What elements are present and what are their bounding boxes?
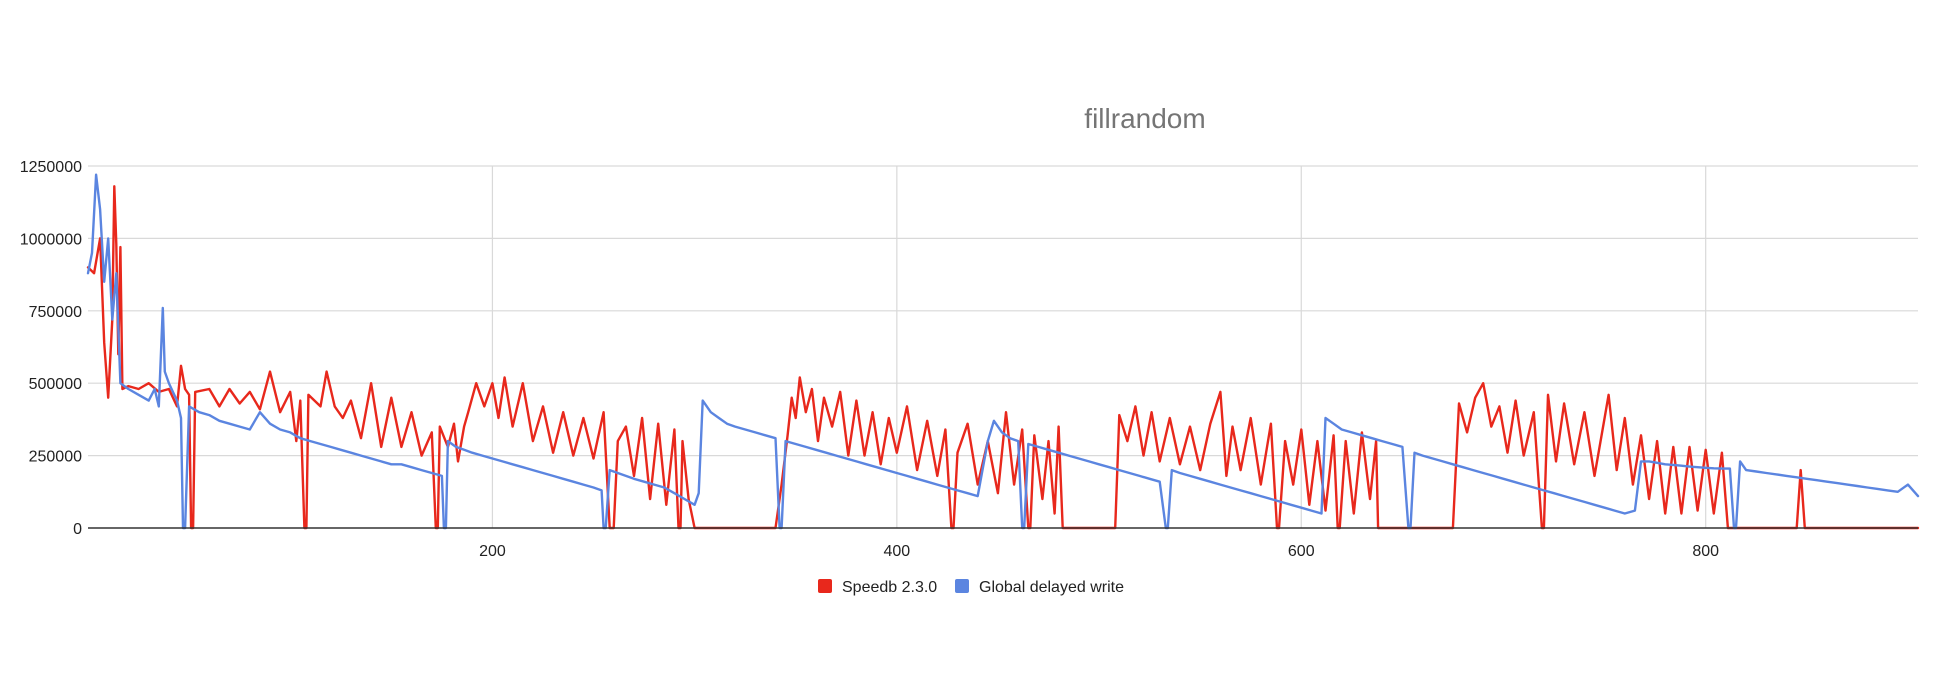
y-tick-label: 750000 <box>29 304 82 321</box>
x-tick-label: 200 <box>479 543 506 560</box>
legend-swatch <box>818 579 832 593</box>
series-line <box>86 185 1920 530</box>
legend: Speedb 2.3.0 Global delayed write <box>818 579 1124 596</box>
legend-swatch <box>955 579 969 593</box>
y-tick-label: 1250000 <box>20 159 82 176</box>
x-tick-label: 600 <box>1288 543 1315 560</box>
y-tick-label: 1000000 <box>20 231 82 248</box>
chart-title: fillrandom <box>1084 103 1205 134</box>
series-lines <box>86 173 1920 530</box>
x-tick-label: 800 <box>1692 543 1719 560</box>
grid <box>88 165 1918 528</box>
axes: 0 250000 500000 750000 1000000 1250000 200 400 6… <box>20 159 1918 560</box>
legend-label: Speedb 2.3.0 <box>842 579 937 596</box>
y-tick-label: 250000 <box>29 449 82 466</box>
y-tick-label: 0 <box>73 521 82 538</box>
series-line <box>86 173 1920 530</box>
y-tick-label: 500000 <box>29 376 82 393</box>
x-tick-label: 400 <box>883 543 910 560</box>
legend-label: Global delayed write <box>979 579 1124 596</box>
